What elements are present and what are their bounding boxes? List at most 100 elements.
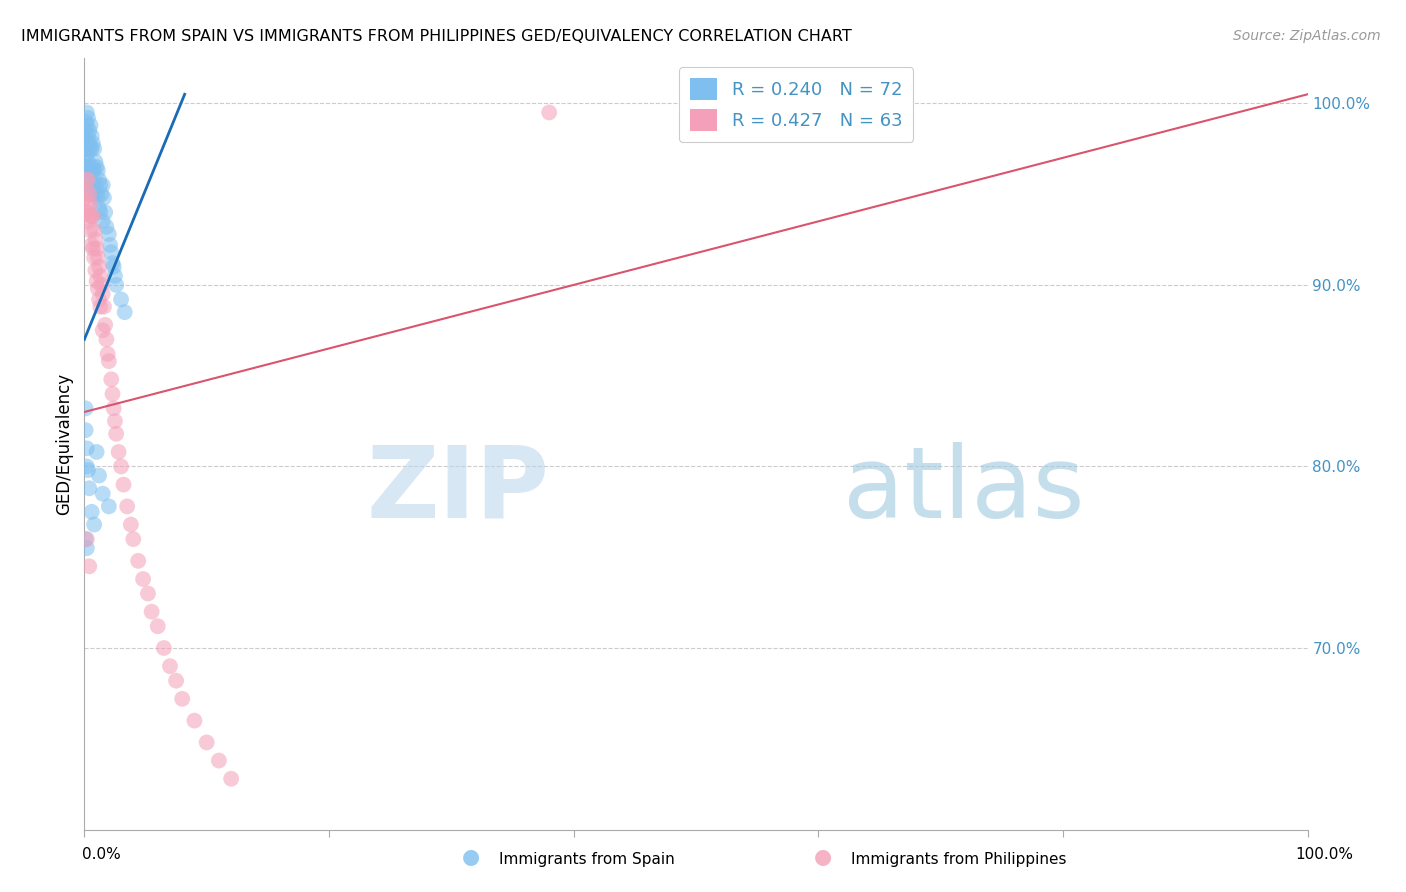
Point [77, 214, 100, 228]
Text: atlas: atlas [842, 442, 1084, 539]
Point [97, 347, 120, 361]
Point [103, 260, 125, 274]
Point [86, 242, 108, 256]
Point [75, 401, 97, 416]
Point [146, 619, 169, 633]
Point [77, 111, 100, 125]
Point [84, 178, 107, 192]
Point [77, 172, 100, 186]
Point [87, 293, 110, 307]
Point [77, 559, 100, 574]
Point [83, 142, 105, 156]
Text: 100.0%: 100.0% [1295, 847, 1354, 862]
Point [132, 572, 155, 586]
Point [91, 323, 114, 337]
Point [86, 160, 108, 174]
Point [97, 227, 120, 241]
Point [94, 318, 117, 332]
Point [87, 163, 110, 178]
Point [87, 281, 110, 295]
Point [76, 105, 98, 120]
Point [82, 178, 104, 192]
Point [136, 586, 159, 600]
Point [97, 354, 120, 368]
Point [75, 114, 97, 128]
Point [76, 459, 98, 474]
Text: 0.0%: 0.0% [82, 847, 121, 862]
Point [122, 532, 145, 546]
Point [75, 151, 97, 165]
Point [98, 238, 121, 252]
Point [75, 205, 97, 219]
Point [89, 300, 111, 314]
Point [76, 160, 98, 174]
Text: ●: ● [814, 847, 831, 867]
Point [93, 191, 115, 205]
Point [96, 332, 118, 346]
Point [77, 142, 100, 156]
Point [104, 414, 127, 428]
Point [89, 205, 111, 219]
Point [76, 205, 98, 219]
Point [101, 387, 124, 401]
Point [91, 214, 114, 228]
Point [76, 184, 98, 198]
Point [75, 191, 97, 205]
Point [219, 772, 242, 786]
Point [77, 129, 100, 144]
Point [80, 142, 103, 156]
Point [91, 287, 114, 301]
Point [77, 169, 100, 183]
Point [77, 136, 100, 151]
Point [77, 481, 100, 495]
Point [80, 165, 103, 179]
Point [84, 233, 107, 247]
Point [79, 118, 101, 132]
Point [89, 178, 111, 192]
Point [80, 209, 103, 223]
Point [84, 154, 107, 169]
Point [79, 196, 101, 211]
Point [75, 142, 97, 156]
Point [75, 172, 97, 186]
Point [80, 187, 103, 202]
Point [91, 486, 114, 500]
Point [105, 277, 128, 292]
Point [100, 245, 122, 260]
Text: IMMIGRANTS FROM SPAIN VS IMMIGRANTS FROM PHILIPPINES GED/EQUIVALENCY CORRELATION: IMMIGRANTS FROM SPAIN VS IMMIGRANTS FROM… [21, 29, 852, 44]
Point [76, 136, 98, 151]
Point [82, 160, 104, 174]
Point [77, 196, 100, 211]
Point [79, 223, 101, 237]
Point [77, 160, 100, 174]
Point [76, 532, 98, 546]
Point [90, 187, 112, 202]
Text: ZIP: ZIP [367, 442, 550, 539]
Point [153, 640, 176, 655]
Point [115, 500, 138, 514]
Point [165, 673, 187, 688]
Point [76, 442, 98, 456]
Point [100, 372, 122, 386]
Point [87, 172, 110, 186]
Point [208, 754, 231, 768]
Point [195, 735, 218, 749]
Point [87, 251, 110, 265]
Point [80, 238, 103, 252]
Point [104, 268, 127, 283]
Point [86, 187, 108, 202]
Point [96, 219, 118, 234]
Point [120, 517, 142, 532]
Point [97, 500, 120, 514]
Point [103, 401, 125, 416]
Point [93, 300, 115, 314]
Point [87, 468, 110, 483]
Point [77, 209, 100, 223]
Point [79, 184, 101, 198]
Point [77, 172, 100, 186]
Point [77, 154, 100, 169]
Point [76, 541, 98, 556]
Point [94, 205, 117, 219]
Point [75, 423, 97, 437]
Point [79, 163, 101, 178]
